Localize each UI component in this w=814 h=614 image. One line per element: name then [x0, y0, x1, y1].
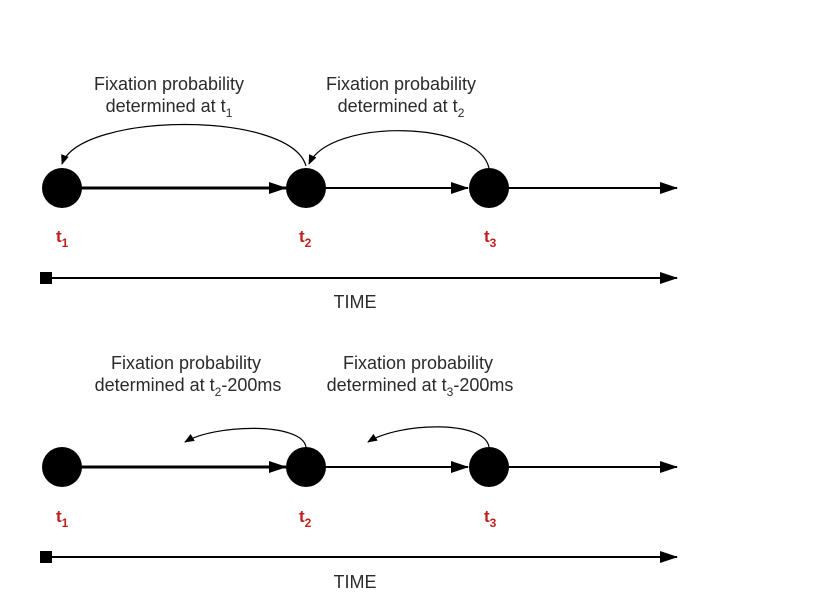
curved-arrow-t2-to-t1 — [61, 123, 307, 167]
annotation-3-line1: Fixation probability — [111, 353, 261, 373]
annotation-1-line1: Fixation probability — [94, 74, 244, 94]
time-axis-label: TIME — [334, 572, 377, 592]
timepoint-label-t1: t1 — [56, 227, 69, 250]
node-t3 — [469, 447, 509, 487]
node-t1 — [42, 447, 82, 487]
timepoint-label-t3: t3 — [484, 507, 497, 530]
annotation-3-line2: determined at t2-200ms — [95, 375, 282, 399]
annotation-1-line2: determined at t1 — [106, 96, 233, 120]
timepoint-label-t3: t3 — [484, 227, 497, 250]
node-t2 — [286, 168, 326, 208]
time-axis-label: TIME — [334, 292, 377, 312]
timepoint-label-t2: t2 — [299, 227, 312, 250]
panel-top: Fixation probability determined at t1 Fi… — [40, 74, 678, 312]
curved-arrow-t3-to-t2 — [308, 130, 490, 169]
timepoint-label-t1: t1 — [56, 507, 69, 530]
annotation-4-line2: determined at t3-200ms — [327, 375, 514, 399]
node-t1 — [42, 168, 82, 208]
curved-arrow-t2-delayed — [184, 427, 307, 448]
panel-bottom: Fixation probability determined at t2-20… — [40, 353, 678, 592]
annotation-2-line2: determined at t2 — [338, 96, 465, 120]
annotation-4-line1: Fixation probability — [343, 353, 493, 373]
annotation-2-line1: Fixation probability — [326, 74, 476, 94]
curved-arrow-t3-delayed — [367, 426, 490, 448]
timepoint-label-t2: t2 — [299, 507, 312, 530]
node-t3 — [469, 168, 509, 208]
node-t2 — [286, 447, 326, 487]
